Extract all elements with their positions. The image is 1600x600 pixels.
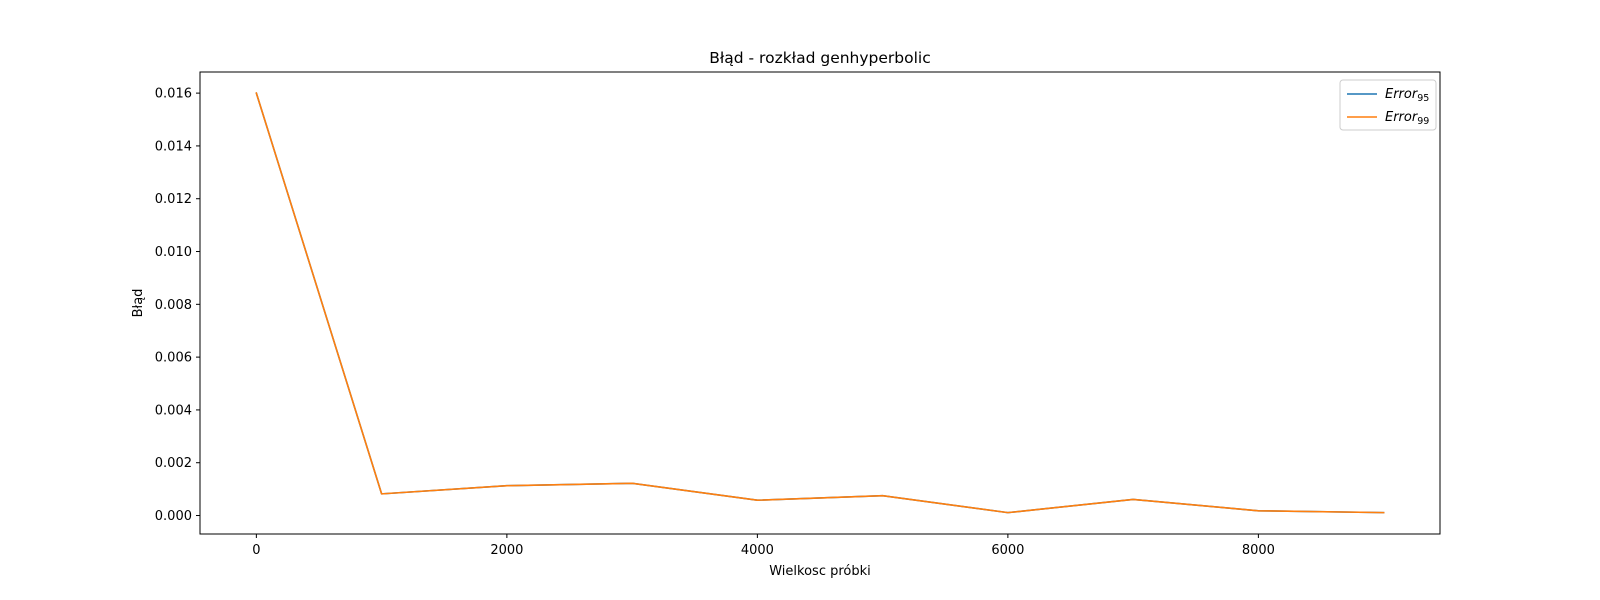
legend-label-main: Error: [1385, 110, 1419, 125]
x-tick-label: 4000: [741, 543, 774, 558]
x-tick-label: 8000: [1242, 543, 1275, 558]
series-layer: [255, 92, 1385, 514]
y-tick-label: 0.010: [155, 245, 192, 260]
x-axis-title: Wielkosc próbki: [769, 564, 871, 579]
x-tick-label: 6000: [991, 543, 1024, 558]
x-tick-label: 2000: [490, 543, 523, 558]
series-line-error99: [255, 92, 1385, 514]
chart-title: Błąd - rozkład genhyperbolic: [709, 49, 931, 67]
y-tick-label: 0.006: [155, 351, 192, 366]
axes-layer: 0 2000 4000 6000 8000 0.000 0.002 0.004 0.006 0.0…: [155, 71, 1441, 558]
y-tick-label: 0.002: [155, 456, 192, 471]
legend-label-subscript: 95: [1417, 93, 1429, 104]
y-tick-label: 0.000: [155, 509, 192, 524]
y-tick-label: 0.016: [155, 87, 192, 102]
legend-label-main: Error: [1385, 87, 1419, 102]
legend-label-error99: Error99: [1385, 110, 1429, 127]
legend-label-error95: Error95: [1385, 87, 1429, 104]
y-tick-label: 0.012: [155, 192, 192, 207]
y-tick-label: 0.004: [155, 403, 192, 418]
x-tick-label: 0: [252, 543, 260, 558]
y-axis-title: Błąd: [131, 289, 146, 318]
y-tick-label: 0.014: [155, 139, 192, 154]
series-line-error95: [255, 92, 1385, 514]
plot-frame: [199, 71, 1441, 535]
y-tick-label: 0.008: [155, 298, 192, 313]
legend-label-subscript: 99: [1417, 116, 1429, 127]
